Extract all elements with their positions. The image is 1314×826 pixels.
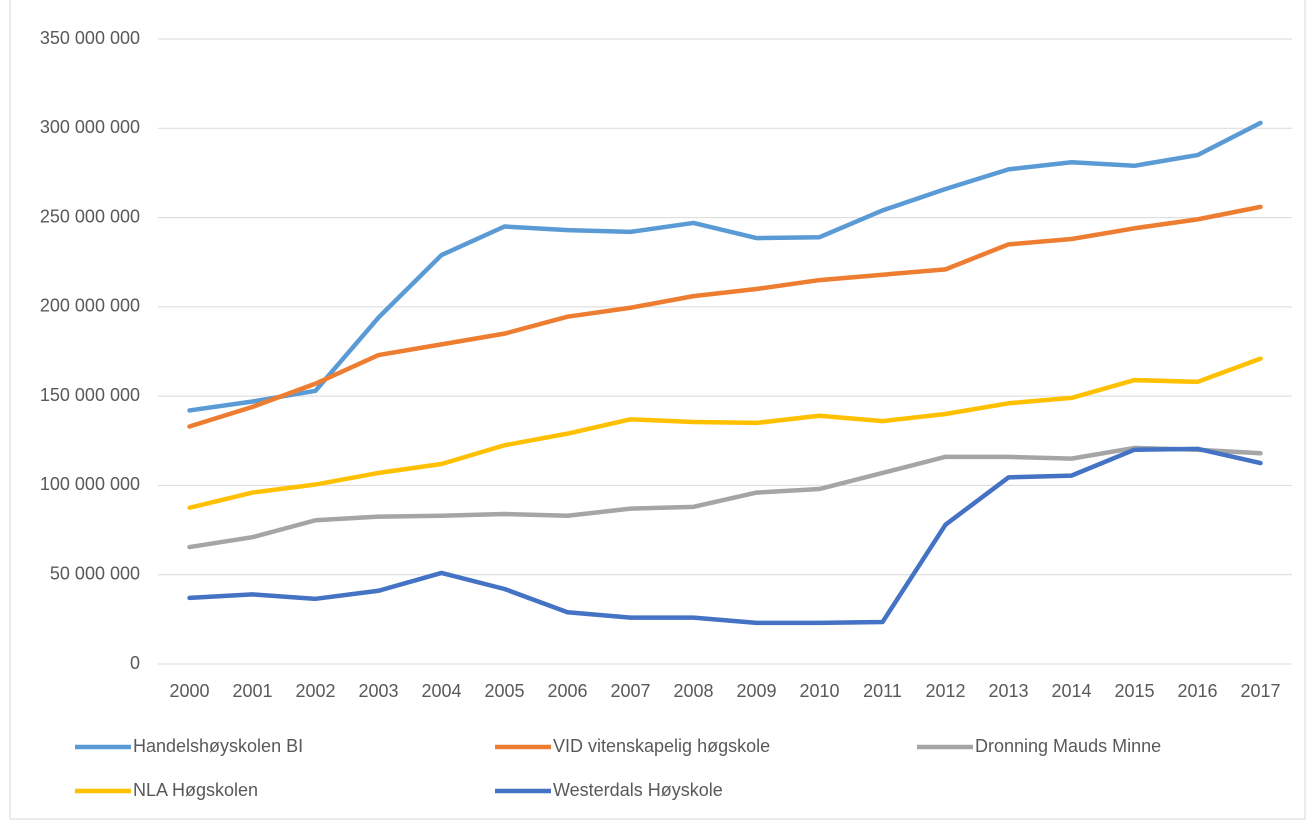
series-line [187,446,1263,626]
y-tick-label: 100 000 000 [40,474,140,494]
x-tick-label: 2012 [925,681,965,701]
x-tick-label: 2008 [673,681,713,701]
series-line [187,356,1263,510]
y-tick-label: 150 000 000 [40,385,140,405]
x-tick-label: 2017 [1240,681,1280,701]
y-tick-label: 350 000 000 [40,28,140,48]
series-line [187,120,1263,413]
x-tick-label: 2011 [863,681,902,701]
y-tick-label: 0 [130,653,140,673]
legend-label: Dronning Mauds Minne [975,736,1161,756]
series-line [187,204,1263,429]
x-tick-label: 2007 [610,681,650,701]
x-tick-label: 2010 [799,681,839,701]
legend-label: Westerdals Høyskole [553,780,723,800]
y-tick-label: 50 000 000 [50,563,140,583]
x-tick-label: 2016 [1177,681,1217,701]
x-tick-label: 2005 [484,681,524,701]
y-tick-label: 250 000 000 [40,206,140,226]
chart-frame [9,0,1306,820]
x-tick-label: 2006 [547,681,587,701]
x-tick-label: 2002 [295,681,335,701]
legend-label: NLA Høgskolen [133,780,258,800]
x-tick-label: 2015 [1114,681,1154,701]
x-tick-label: 2003 [358,681,398,701]
x-tick-label: 2000 [169,681,209,701]
x-tick-label: 2004 [421,681,461,701]
x-tick-label: 2009 [736,681,776,701]
x-tick-label: 2014 [1051,681,1091,701]
legend-label: VID vitenskapelig høgskole [553,736,770,756]
y-tick-label: 200 000 000 [40,296,140,316]
x-tick-label: 2001 [232,681,272,701]
x-tick-label: 2013 [988,681,1028,701]
legend-label: Handelshøyskolen BI [133,736,303,756]
series-line [187,445,1263,550]
y-tick-label: 300 000 000 [40,117,140,137]
